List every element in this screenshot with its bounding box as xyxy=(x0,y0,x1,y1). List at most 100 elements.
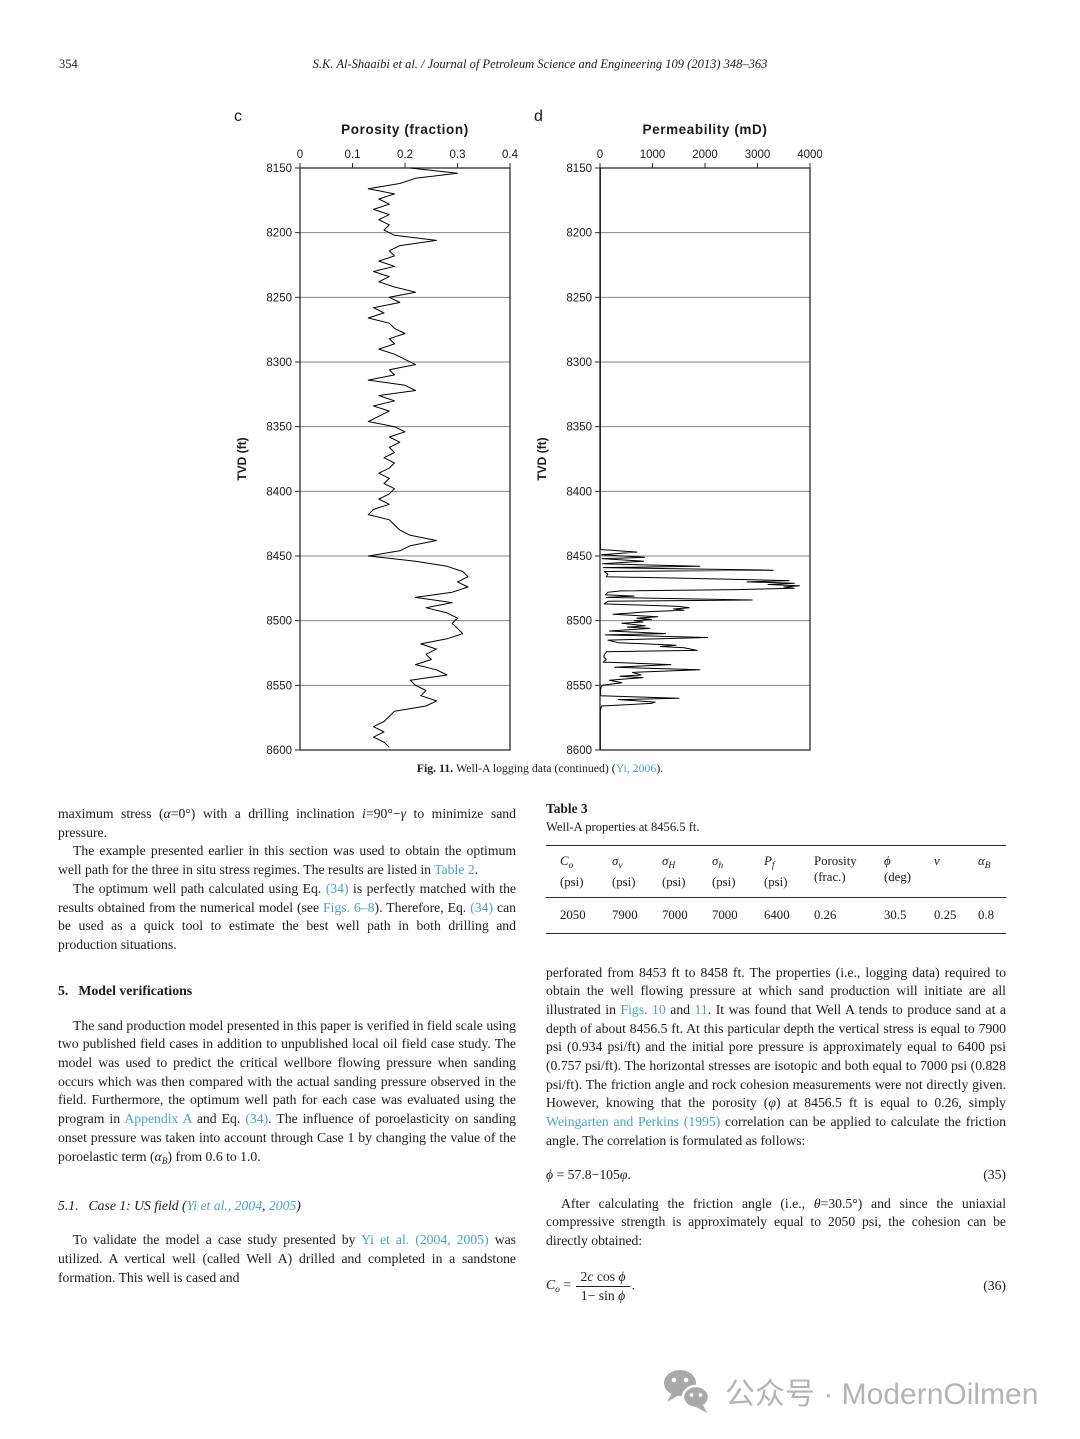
text-segment: h xyxy=(718,861,724,871)
table-header-cell: Porosity (frac.) xyxy=(814,854,884,890)
table-value: 0.26 xyxy=(814,908,837,922)
table-value: 7900 xyxy=(612,908,638,922)
text-segment: i xyxy=(362,806,366,821)
text-segment: ). xyxy=(656,761,664,775)
text-segment: ) from 0.6 to 1.0. xyxy=(167,1148,261,1164)
equation-period: . xyxy=(631,1277,635,1293)
inline-link[interactable]: Table 2 xyxy=(434,862,475,878)
inline-link[interactable]: (34) xyxy=(470,899,494,915)
text-segment: α xyxy=(163,806,171,821)
table-value: 7000 xyxy=(712,908,738,922)
text-segment: 1− sin xyxy=(580,1287,619,1303)
svg-text:8250: 8250 xyxy=(566,292,592,304)
svg-text:TVD (ft): TVD (ft) xyxy=(235,437,249,480)
text-segment: . xyxy=(627,1166,631,1182)
inline-link[interactable]: Yi et al., 2004 xyxy=(186,1198,263,1214)
svg-text:Porosity (fraction): Porosity (fraction) xyxy=(341,122,469,137)
wechat-icon xyxy=(664,1370,711,1413)
equation-number: (35) xyxy=(983,1166,1006,1182)
inline-link[interactable]: (34) xyxy=(245,1111,269,1127)
text-segment: maximum stress ( xyxy=(58,806,164,821)
svg-text:8300: 8300 xyxy=(266,357,292,369)
text-segment: α xyxy=(978,854,985,868)
header-symbol: αB xyxy=(978,854,1008,875)
inline-link[interactable]: Yi, 2006 xyxy=(615,761,657,775)
svg-text:1000: 1000 xyxy=(640,149,666,161)
header-unit: (psi) xyxy=(764,874,788,889)
text-segment: and Eq. xyxy=(191,1111,246,1127)
svg-text:4000: 4000 xyxy=(797,149,822,161)
fraction-denominator: 1− sin ϕ xyxy=(576,1287,629,1304)
svg-text:8250: 8250 xyxy=(266,292,292,304)
svg-text:TVD (ft): TVD (ft) xyxy=(535,437,549,480)
permeability-log-chart: d Permeability (mD) 8150 8200 8250 8300 8350 84… xyxy=(530,98,823,770)
text-segment: α xyxy=(154,1148,162,1164)
table-3: Co (psi) σv (psi) σH (psi) σh (psi) Pf (psi) Poros… xyxy=(546,845,1006,934)
svg-text:0.3: 0.3 xyxy=(450,149,466,161)
text-segment: f xyxy=(771,861,775,871)
inline-link[interactable]: Appendix A xyxy=(124,1111,192,1127)
header-unit: (psi) xyxy=(712,874,736,889)
table-header-cell: αB xyxy=(978,854,1008,890)
inline-link[interactable]: Yi et al. (2004, 2005) xyxy=(360,1232,489,1248)
text-segment: φ xyxy=(619,1166,628,1182)
fraction: 2c cos ϕ 1− sin ϕ xyxy=(576,1268,630,1304)
table-header-cell: Co (psi) xyxy=(560,854,612,890)
inline-link[interactable]: 11 xyxy=(694,1001,708,1017)
text-segment: C xyxy=(546,1277,556,1293)
inline-link[interactable]: Figs. 10 xyxy=(620,1001,666,1017)
header-symbol: σh xyxy=(712,854,764,875)
svg-text:0: 0 xyxy=(597,149,603,161)
svg-text:8550: 8550 xyxy=(266,680,292,692)
text-segment: Porosity xyxy=(814,854,857,868)
svg-text:d: d xyxy=(534,108,543,125)
svg-text:0: 0 xyxy=(297,149,303,161)
table-data-row: 2050 7900 7000 7000 6400 0.26 30.5 0.25 0.8 xyxy=(546,898,1006,933)
svg-text:8550: 8550 xyxy=(566,680,592,692)
svg-text:0.4: 0.4 xyxy=(502,149,519,161)
inline-link[interactable]: Figs. 6–8 xyxy=(323,899,375,915)
paragraph: perforated from 8453 ft to 8458 ft. The … xyxy=(546,964,1006,1151)
svg-text:Permeability (mD): Permeability (mD) xyxy=(643,122,768,137)
text-segment: can be used as a quick tool to estimate … xyxy=(58,899,517,952)
text-segment: v xyxy=(618,861,623,871)
text-segment: θ xyxy=(813,1195,821,1211)
table-header-cell: σH (psi) xyxy=(662,854,712,890)
table-value: 30.5 xyxy=(884,908,907,922)
svg-text:c: c xyxy=(234,108,242,125)
table-value: 2050 xyxy=(560,908,586,922)
text-segment: P xyxy=(764,854,772,868)
text-segment: H xyxy=(668,861,676,871)
text-segment: After calculating the friction angle (i.… xyxy=(561,1195,814,1211)
permeability-chart-svg: d Permeability (mD) 8150 8200 8250 8300 8350 84… xyxy=(534,108,823,757)
text-segment: ) at 8456.5 ft is equal to 0.26, simply xyxy=(775,1095,1007,1111)
text-segment: σ xyxy=(712,854,719,868)
porosity-chart-svg: c Porosity (fraction) 8150 8200 8250 8300 8350… xyxy=(234,108,519,757)
table-header-cell: ν xyxy=(934,854,978,890)
svg-text:0.1: 0.1 xyxy=(345,149,361,161)
inline-link[interactable]: (34) xyxy=(325,880,349,896)
text-segment: c xyxy=(587,1268,594,1284)
text-segment: ) xyxy=(296,1198,301,1214)
header-symbol: Porosity xyxy=(814,854,884,870)
text-segment: . It was found that Well A tends to prod… xyxy=(546,1001,1006,1111)
page-number: 354 xyxy=(59,57,78,71)
text-segment: ϕ xyxy=(618,1287,626,1303)
paragraph: The optimum well path calculated using E… xyxy=(58,880,516,955)
svg-text:8400: 8400 xyxy=(566,486,592,498)
left-column: maximum stress (α=0°) with a drilling in… xyxy=(58,805,516,1287)
header-unit: (deg) xyxy=(884,869,911,884)
svg-text:8350: 8350 xyxy=(566,422,592,434)
text-segment: ϕ xyxy=(546,1166,554,1182)
text-segment: =0°) with a drilling inclination xyxy=(170,806,363,821)
text-segment: To validate the model a case study prese… xyxy=(73,1232,361,1248)
fraction-numerator: 2c cos ϕ xyxy=(576,1268,630,1287)
text-segment: φ xyxy=(768,1095,776,1111)
equation-number: (36) xyxy=(983,1278,1006,1294)
inline-link[interactable]: Weingarten and Perkins (1995) xyxy=(546,1114,721,1130)
inline-link[interactable]: 2005 xyxy=(268,1198,297,1214)
equation-body: ϕ = 57.8−105φ. xyxy=(546,1167,631,1183)
text-segment: = xyxy=(559,1277,575,1293)
svg-text:8200: 8200 xyxy=(266,228,292,240)
